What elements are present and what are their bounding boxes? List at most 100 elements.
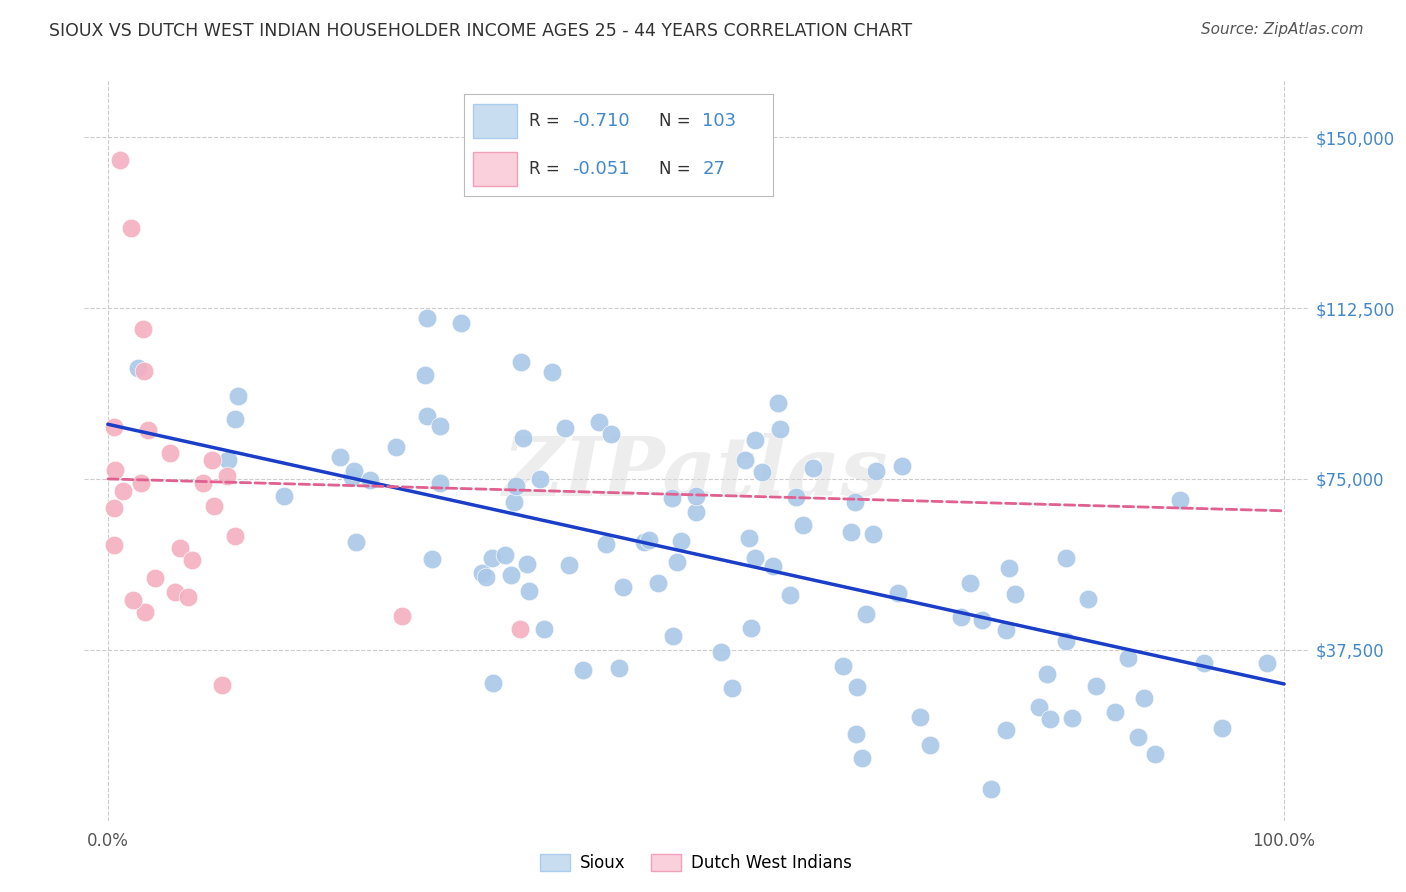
Point (200, 453, 222, 467)
Point (785, 490, 807, 504)
Point (737, 532, 759, 546)
Point (862, 527, 884, 541)
Point (343, 464, 366, 478)
Point (1211, 721, 1233, 735)
Point (127, 360, 149, 375)
Text: SIOUX VS DUTCH WEST INDIAN HOUSEHOLDER INCOME AGES 25 - 44 YEARS CORRELATION CHA: SIOUX VS DUTCH WEST INDIAN HOUSEHOLDER I… (49, 22, 912, 40)
Text: N =: N = (659, 112, 696, 130)
Point (104, 462, 127, 476)
Point (1039, 712, 1062, 726)
Bar (474, 153, 516, 186)
Point (832, 658, 855, 673)
Point (572, 663, 595, 677)
Point (429, 475, 451, 490)
Point (505, 479, 527, 493)
Point (995, 723, 1018, 737)
Point (1077, 592, 1099, 607)
Point (413, 368, 436, 383)
Point (998, 561, 1021, 575)
Point (769, 422, 792, 436)
Point (595, 536, 617, 550)
Point (429, 419, 451, 434)
Point (1194, 657, 1216, 671)
Point (887, 585, 910, 599)
Point (1004, 587, 1026, 601)
Point (519, 584, 541, 599)
Point (224, 529, 246, 543)
Point (661, 630, 683, 644)
Point (134, 605, 156, 619)
Point (108, 153, 131, 167)
Point (1104, 705, 1126, 719)
Point (612, 580, 634, 594)
Point (669, 533, 692, 548)
Point (1128, 730, 1150, 744)
Point (1084, 679, 1107, 693)
Point (959, 576, 981, 591)
Point (647, 575, 669, 590)
Point (665, 555, 688, 569)
Point (134, 364, 156, 378)
Point (908, 710, 931, 724)
Point (685, 489, 707, 503)
Point (533, 622, 555, 636)
Point (136, 423, 159, 437)
Point (471, 566, 494, 581)
Point (744, 550, 766, 565)
Point (211, 678, 233, 692)
Point (503, 494, 526, 508)
Point (193, 476, 215, 491)
Point (721, 681, 744, 695)
Point (685, 505, 707, 519)
Point (891, 458, 914, 473)
Point (215, 468, 238, 483)
Point (122, 592, 145, 607)
Point (516, 558, 538, 572)
Point (918, 739, 941, 753)
Text: -0.710: -0.710 (572, 112, 630, 130)
Point (512, 431, 534, 445)
Point (1144, 747, 1167, 761)
Point (420, 551, 443, 566)
Point (103, 501, 125, 516)
Point (344, 535, 367, 549)
Point (638, 533, 661, 547)
Legend: Sioux, Dutch West Indians: Sioux, Dutch West Indians (533, 847, 859, 879)
Point (499, 568, 522, 582)
Point (633, 535, 655, 549)
Point (481, 676, 503, 690)
Point (839, 524, 862, 539)
Point (845, 727, 868, 741)
Point (972, 613, 994, 627)
Point (1056, 550, 1078, 565)
Point (340, 470, 363, 484)
Point (1118, 651, 1140, 665)
Point (481, 551, 503, 566)
Point (494, 548, 516, 562)
Point (224, 412, 246, 426)
Point (792, 517, 814, 532)
Point (529, 472, 551, 486)
Point (1062, 711, 1084, 725)
Text: R =: R = (529, 160, 565, 178)
Point (391, 608, 413, 623)
Point (751, 465, 773, 479)
Point (416, 409, 439, 423)
Point (851, 751, 873, 765)
Point (1036, 666, 1059, 681)
Point (416, 311, 439, 326)
Point (385, 440, 408, 454)
Point (801, 460, 824, 475)
Point (779, 588, 801, 602)
Text: 27: 27 (702, 160, 725, 178)
Point (845, 680, 868, 694)
Point (132, 321, 155, 335)
Point (1256, 656, 1278, 670)
Point (359, 473, 381, 487)
Point (226, 389, 249, 403)
Point (103, 419, 125, 434)
Point (607, 661, 630, 675)
Point (1133, 691, 1156, 706)
Point (103, 538, 125, 552)
Point (855, 607, 877, 621)
